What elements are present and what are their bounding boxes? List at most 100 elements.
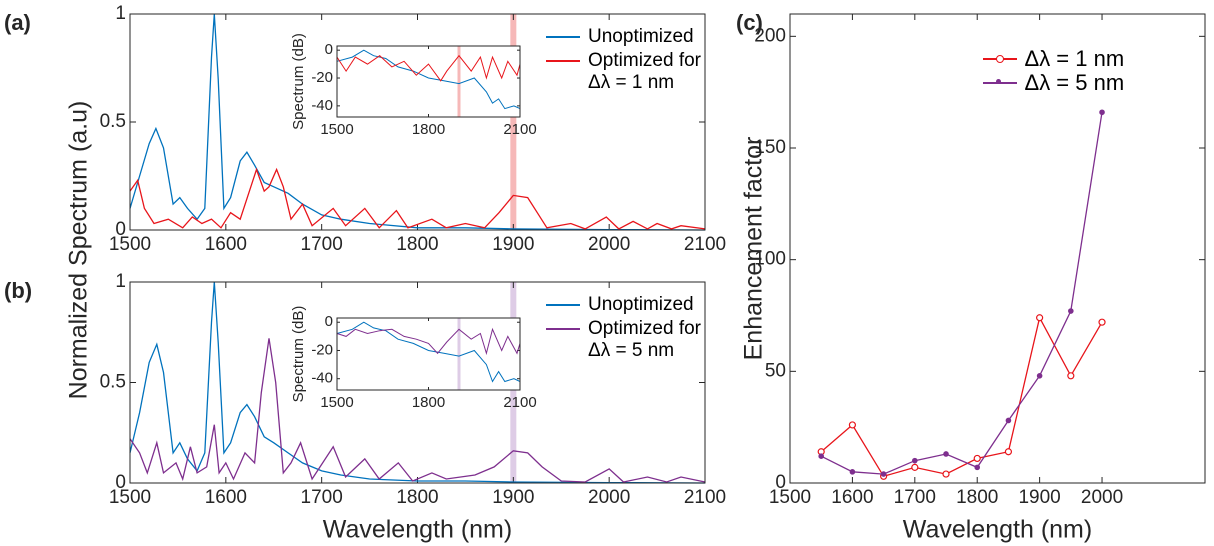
y-tick-label: -20 — [311, 341, 333, 358]
x-tick-label: 2000 — [588, 487, 630, 508]
legend-swatch — [982, 48, 1017, 70]
x-tick-label: 1500 — [320, 394, 353, 411]
legend: Δλ = 1 nm Δλ = 5 nm — [982, 46, 1125, 96]
marker — [912, 457, 918, 464]
panel-label: (a) — [4, 10, 31, 35]
marker — [1004, 448, 1013, 456]
y-tick-label: 1 — [115, 271, 126, 292]
highlight-band — [510, 14, 517, 230]
series-line — [336, 327, 521, 356]
marker — [1099, 109, 1105, 116]
legend-swatch — [546, 294, 581, 316]
marker — [973, 454, 981, 463]
legend-entry: Unoptimized — [546, 26, 701, 48]
highlight-band — [457, 46, 461, 117]
x-tick-label: 2100 — [503, 394, 536, 411]
axes-box — [336, 45, 521, 118]
x-tick-label: 1800 — [396, 234, 438, 255]
marker — [880, 471, 887, 477]
x-tick-label: 2100 — [503, 121, 536, 138]
x-axis-label: Wavelength (nm) — [323, 516, 512, 544]
series-line — [820, 315, 1103, 478]
series-line — [129, 167, 706, 230]
x-tick-label: 1600 — [831, 487, 873, 508]
marker — [1098, 318, 1106, 326]
x-tick-label: 1900 — [1018, 487, 1060, 508]
x-tick-label: 2000 — [588, 234, 630, 255]
legend-label: Unoptimized — [588, 26, 694, 47]
x-tick-label: 1500 — [109, 487, 151, 508]
x-tick-label: 2100 — [684, 487, 726, 508]
x-tick-label: 1600 — [205, 234, 247, 255]
legend-label: Optimized for Δλ = 5 nm — [588, 318, 701, 361]
legend-swatch — [546, 26, 581, 48]
marker — [1036, 314, 1044, 322]
legend: Unoptimized Optimized for Δλ = 5 nm — [546, 294, 701, 364]
legend: Unoptimized Optimized for Δλ = 1 nm — [546, 26, 701, 96]
axes-box — [789, 13, 1206, 484]
y-tick-label: 50 — [765, 360, 786, 381]
inset-background — [337, 46, 520, 117]
panel-label: (b) — [4, 278, 32, 303]
y-tick-label: -40 — [311, 97, 333, 114]
y-tick-label: 0 — [115, 472, 126, 493]
y-tick-label: 0 — [325, 41, 333, 58]
legend-entry: Δλ = 5 nm — [982, 70, 1125, 95]
x-tick-label: 1800 — [956, 487, 998, 508]
series-line — [129, 281, 706, 484]
y-tick-label: 150 — [754, 137, 786, 158]
marker — [974, 464, 981, 471]
legend-label: Unoptimized — [588, 294, 694, 315]
x-tick-label: 1700 — [301, 487, 343, 508]
x-tick-label: 1500 — [109, 234, 151, 255]
x-tick-label: 1800 — [412, 394, 445, 411]
marker — [1067, 372, 1075, 380]
x-tick-label: 1700 — [894, 487, 936, 508]
marker — [942, 470, 950, 478]
series-line — [820, 112, 1103, 475]
highlight-band — [457, 318, 461, 390]
marker — [849, 469, 856, 475]
series-line — [336, 321, 521, 383]
x-tick-label: 1500 — [320, 121, 353, 138]
x-tick-label: 1900 — [492, 234, 534, 255]
inset-background — [337, 318, 520, 390]
legend-swatch — [982, 72, 1017, 94]
y-tick-label: 0.5 — [100, 111, 126, 132]
y-tick-label: 1 — [115, 3, 126, 24]
marker — [1036, 372, 1043, 379]
y-tick-label: 100 — [754, 249, 786, 270]
legend-entry: Δλ = 1 nm — [982, 46, 1125, 71]
legend-label: Δλ = 5 nm — [1024, 70, 1125, 95]
legend-label: Optimized for Δλ = 1 nm — [588, 50, 701, 93]
marker — [848, 421, 857, 429]
y-axis-label: Normalized Spectrum (a.u) — [65, 101, 93, 400]
axes-box — [129, 13, 706, 231]
marker — [1005, 417, 1012, 424]
y-tick-label: -40 — [311, 370, 333, 387]
marker — [1068, 308, 1074, 314]
series-line — [129, 338, 706, 483]
series-line — [336, 49, 521, 110]
x-tick-label: 1700 — [301, 234, 343, 255]
y-tick-label: -20 — [311, 69, 333, 86]
series-line — [129, 13, 706, 231]
axes-box — [129, 281, 706, 484]
legend-label: Δλ = 1 nm — [1024, 46, 1125, 71]
marker — [818, 453, 825, 460]
legend-entry: Optimized for Δλ = 1 nm — [546, 50, 701, 94]
y-tick-label: 0 — [115, 219, 126, 240]
legend-entry: Unoptimized — [546, 294, 701, 316]
legend-swatch — [546, 318, 581, 340]
axes-box — [336, 317, 521, 391]
x-tick-label: 1500 — [769, 487, 811, 508]
x-tick-label: 1900 — [492, 487, 534, 508]
marker — [911, 463, 919, 471]
x-axis-label: Wavelength (nm) — [903, 516, 1092, 544]
y-tick-label: 0 — [325, 313, 333, 330]
x-tick-label: 1800 — [396, 487, 438, 508]
marker — [943, 451, 949, 457]
y-tick-label: 0 — [775, 472, 786, 493]
x-tick-label: 2100 — [684, 234, 726, 255]
